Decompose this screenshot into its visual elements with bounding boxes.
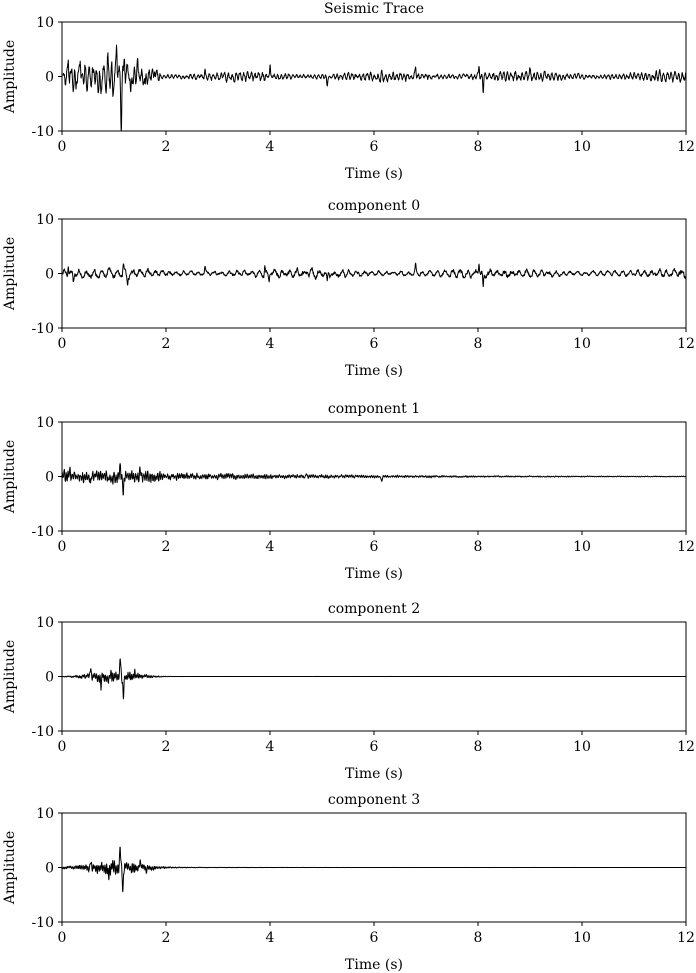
x-tick-label: 4 xyxy=(266,336,275,352)
x-tick-label: 12 xyxy=(677,336,695,352)
x-tick-label: 10 xyxy=(573,139,591,155)
y-tick-label: -10 xyxy=(31,124,54,140)
y-tick-label: 10 xyxy=(36,415,54,431)
x-tick-label: 8 xyxy=(474,539,483,555)
x-tick-label: 0 xyxy=(58,336,67,352)
y-tick-label: 0 xyxy=(45,70,54,86)
x-tick-label: 4 xyxy=(266,739,275,755)
trace-line xyxy=(61,846,687,893)
y-tick-label: 0 xyxy=(45,861,54,877)
y-axis-label: Amplitude xyxy=(2,831,18,905)
x-tick-label: 6 xyxy=(370,336,379,352)
y-axis-label: Amplitude xyxy=(2,237,18,311)
y-tick-label: 10 xyxy=(36,615,54,631)
y-tick-label: -10 xyxy=(31,915,54,931)
trace-line xyxy=(62,44,687,132)
x-tick-label: 2 xyxy=(162,539,171,555)
chart-title: component 1 xyxy=(328,401,420,417)
x-tick-label: 4 xyxy=(266,539,275,555)
x-tick-label: 6 xyxy=(370,539,379,555)
x-axis-label: Time (s) xyxy=(345,957,403,973)
x-tick-label: 10 xyxy=(573,930,591,946)
x-tick-label: 8 xyxy=(474,739,483,755)
x-axis-label: Time (s) xyxy=(345,766,403,782)
chart-title: Seismic Trace xyxy=(324,1,424,17)
x-axis-label: Time (s) xyxy=(345,166,403,182)
x-tick-label: 6 xyxy=(370,139,379,155)
x-tick-label: 0 xyxy=(58,539,67,555)
x-tick-label: 2 xyxy=(162,739,171,755)
x-tick-label: 8 xyxy=(474,139,483,155)
x-tick-label: 2 xyxy=(162,336,171,352)
x-tick-label: 12 xyxy=(677,739,695,755)
chart-title: component 0 xyxy=(328,198,420,214)
y-axis-label: Amplitude xyxy=(2,40,18,114)
x-axis-label: Time (s) xyxy=(345,363,403,379)
chart-title: component 3 xyxy=(328,792,420,808)
y-tick-label: 0 xyxy=(45,470,54,486)
x-tick-label: 0 xyxy=(58,139,67,155)
y-axis-label: Amplitude xyxy=(2,640,18,714)
x-tick-label: 2 xyxy=(162,139,171,155)
x-tick-label: 6 xyxy=(370,739,379,755)
x-tick-label: 4 xyxy=(266,930,275,946)
y-tick-label: -10 xyxy=(31,321,54,337)
y-axis-label: Amplitude xyxy=(2,440,18,514)
x-tick-label: 12 xyxy=(677,930,695,946)
y-tick-label: 10 xyxy=(36,15,54,31)
chart-title: component 2 xyxy=(328,601,420,617)
x-tick-label: 2 xyxy=(162,930,171,946)
y-tick-label: -10 xyxy=(31,524,54,540)
x-tick-label: 4 xyxy=(266,139,275,155)
x-tick-label: 10 xyxy=(573,336,591,352)
trace-line xyxy=(61,658,687,700)
y-tick-label: 10 xyxy=(36,212,54,228)
x-tick-label: 0 xyxy=(58,739,67,755)
x-tick-label: 12 xyxy=(677,139,695,155)
x-tick-label: 0 xyxy=(58,930,67,946)
x-tick-label: 8 xyxy=(474,930,483,946)
trace-line xyxy=(61,262,687,288)
y-tick-label: -10 xyxy=(31,724,54,740)
y-tick-label: 10 xyxy=(36,806,54,822)
x-tick-label: 6 xyxy=(370,930,379,946)
y-tick-label: 0 xyxy=(45,670,54,686)
y-tick-label: 0 xyxy=(45,267,54,283)
x-axis-label: Time (s) xyxy=(345,566,403,582)
x-tick-label: 10 xyxy=(573,739,591,755)
x-tick-label: 12 xyxy=(677,539,695,555)
x-tick-label: 8 xyxy=(474,336,483,352)
trace-line xyxy=(61,463,687,496)
x-tick-label: 10 xyxy=(573,539,591,555)
